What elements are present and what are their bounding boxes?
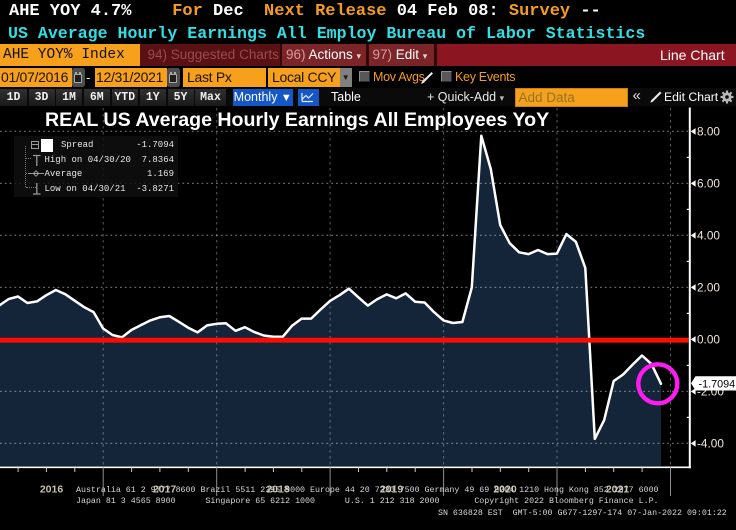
svg-text:8.00: 8.00 [697,125,720,139]
svg-text:2019: 2019 [380,484,404,496]
svg-text:2016: 2016 [40,484,64,496]
svg-text:2.00: 2.00 [697,281,720,295]
svg-text:6.00: 6.00 [697,177,720,191]
svg-text:-1.7094: -1.7094 [699,379,736,391]
svg-text:2018: 2018 [266,484,290,496]
svg-text:2020: 2020 [493,484,517,496]
svg-text:4.00: 4.00 [697,229,720,243]
svg-text:2021: 2021 [606,484,630,496]
svg-text:2017: 2017 [153,484,177,496]
svg-text:0.00: 0.00 [697,333,720,347]
svg-text:-4.00: -4.00 [697,437,724,451]
